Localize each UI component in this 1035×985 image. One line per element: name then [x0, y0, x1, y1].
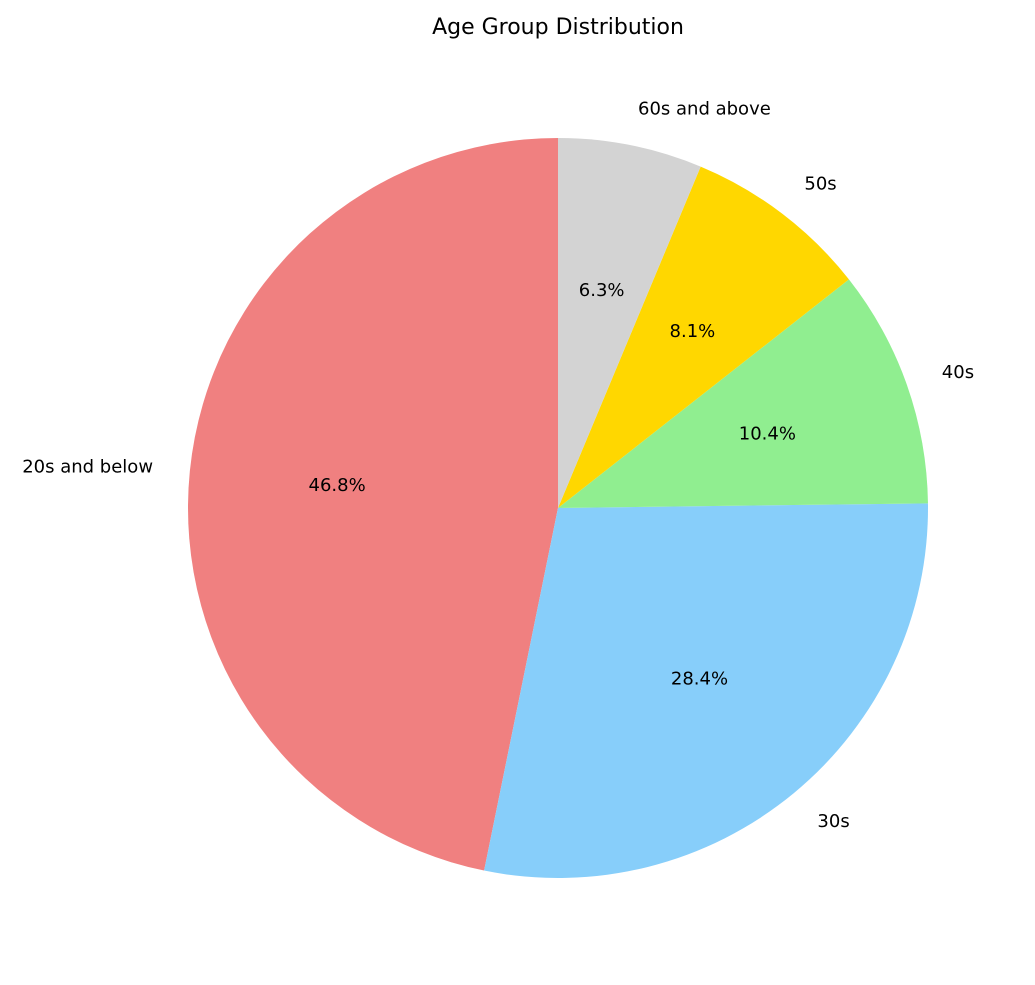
- percent-label: 28.4%: [671, 669, 728, 690]
- pie-slice-1: [188, 138, 558, 871]
- pie-slice-5: [558, 138, 701, 508]
- pie-slice-4: [558, 166, 849, 508]
- percent-label: 10.4%: [739, 424, 796, 445]
- category-label: 20s and below: [22, 457, 153, 478]
- category-label: 60s and above: [638, 98, 771, 119]
- category-label: 30s: [817, 811, 849, 832]
- percent-label: 6.3%: [579, 280, 625, 301]
- pie-slice-3: [558, 279, 928, 508]
- pie-slice-2: [484, 503, 928, 878]
- chart-title: Age Group Distribution: [432, 15, 684, 40]
- category-label: 50s: [804, 174, 836, 195]
- percent-label: 46.8%: [309, 475, 366, 496]
- pie-slices: [188, 138, 928, 878]
- percent-labels: 46.8% 28.4% 10.4% 8.1% 6.3%: [309, 280, 796, 690]
- percent-label: 8.1%: [670, 321, 716, 342]
- category-labels: 20s and below 30s 40s 50s 60s and above: [22, 98, 974, 832]
- category-label: 40s: [942, 362, 974, 383]
